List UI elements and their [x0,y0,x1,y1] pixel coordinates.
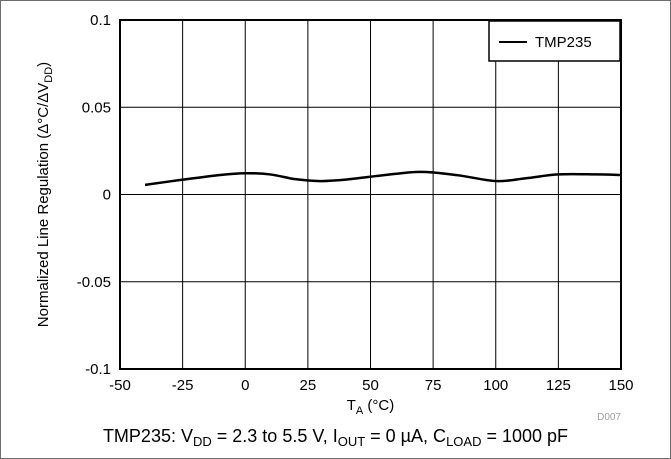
plot-area [119,19,622,370]
caption-text: = 2.3 to 5.5 V, I [211,426,338,446]
legend: TMP235 [488,20,621,62]
legend-box [488,20,621,62]
x-axis: -50 -25 0 25 50 75 100 125 150 [109,377,633,394]
legend-label-tmp235: TMP235 [535,34,592,51]
x-axis-title: TA (°C) [347,397,395,417]
x-tick-label: 25 [300,377,317,394]
line-chart: -50 -25 0 25 50 75 100 125 150 -0.1 -0.05 0 0.05 0.1… [35,12,634,423]
x-tick-label: 0 [241,377,249,394]
caption-text: = 0 µA, C [365,426,447,446]
x-tick-label: 75 [425,377,442,394]
figure-caption: TMP235: VDD = 2.3 to 5.5 V, IOUT = 0 µA,… [0,426,671,449]
caption-subscript: LOAD [446,434,482,449]
y-tick-label: -0.1 [85,361,111,378]
x-tick-label: 150 [608,377,633,394]
x-tick-label: -25 [172,377,194,394]
y-tick-label: 0 [103,187,111,204]
y-tick-label: -0.05 [77,274,111,291]
y-axis-title: Normalized Line Regulation (Δ°C/ΔVDD) [35,62,55,327]
series-layer [144,170,622,187]
caption-subscript: OUT [337,434,366,449]
x-tick-label: 50 [362,377,379,394]
y-axis: -0.1 -0.05 0 0.05 0.1 [77,12,111,378]
figure-id: D007 [597,412,621,423]
series-line-tmp235 [144,170,622,187]
caption-text: TMP235: V [102,426,193,446]
x-tick-label: -50 [109,377,131,394]
x-tick-label: 125 [546,377,571,394]
caption-subscript: DD [192,434,212,449]
y-tick-label: 0.05 [82,99,111,116]
x-tick-label: 100 [483,377,508,394]
grid-lines [119,19,622,370]
y-tick-label: 0.1 [90,12,111,29]
caption-text: = 1000 pF [481,426,569,446]
